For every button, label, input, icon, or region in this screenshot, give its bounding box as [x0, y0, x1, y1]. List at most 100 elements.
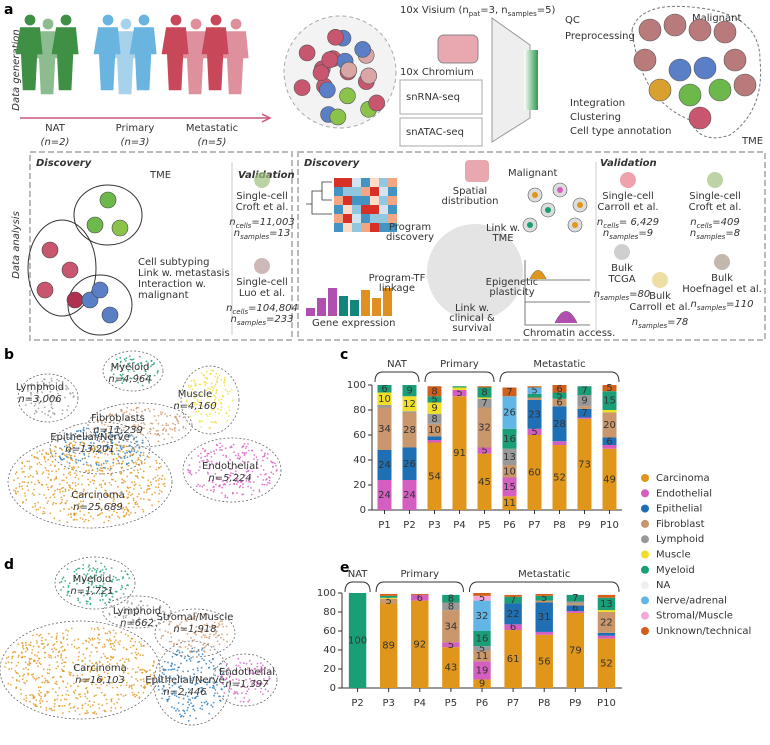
text-part: =5) — [537, 5, 556, 16]
umap-point — [134, 511, 137, 514]
umap-point — [208, 427, 211, 430]
umap-point — [93, 475, 96, 478]
umap-point — [272, 465, 274, 468]
umap-point — [107, 494, 110, 497]
umap-point — [71, 466, 73, 469]
umap-point — [135, 440, 138, 443]
umap-point — [57, 651, 60, 654]
umap-point — [235, 470, 237, 473]
umap-point — [107, 445, 110, 448]
umap-point — [82, 426, 85, 429]
bar-segment — [577, 395, 592, 407]
umap-point — [250, 663, 253, 666]
umap-point — [192, 676, 195, 679]
umap-point — [82, 428, 85, 431]
umap-point — [136, 450, 139, 453]
umap-point — [75, 568, 78, 571]
umap-point — [132, 453, 135, 455]
umap-point — [54, 400, 57, 403]
umap-point — [89, 669, 92, 672]
bar-value-label: 7 — [581, 386, 587, 397]
umap-point — [147, 366, 150, 369]
umap-point — [220, 402, 223, 405]
umap-point — [17, 490, 19, 493]
umap-point — [259, 671, 261, 674]
umap-point — [163, 438, 166, 441]
umap-point — [155, 460, 158, 462]
umap-point — [86, 427, 88, 430]
umap-point — [93, 664, 95, 667]
chromium-label: 10x Chromium — [400, 67, 474, 78]
umap-point — [128, 362, 131, 365]
umap-point — [201, 647, 204, 650]
umap-point — [18, 675, 21, 678]
umap-point — [41, 473, 44, 475]
umap-point — [33, 494, 35, 496]
umap-point — [168, 687, 171, 689]
umap-point — [133, 424, 136, 426]
umap-point — [180, 678, 183, 680]
umap-point — [38, 662, 41, 664]
umap-point — [139, 454, 141, 456]
umap-point — [27, 481, 30, 484]
umap-point — [22, 674, 24, 677]
umap-point — [189, 386, 192, 389]
umap-point — [51, 503, 54, 506]
umap-point — [136, 613, 139, 615]
sample-icon — [614, 244, 630, 260]
umap-point — [128, 444, 131, 447]
umap-point — [210, 421, 213, 423]
umap-point — [163, 660, 166, 663]
umap-point — [69, 513, 72, 515]
umap-point — [76, 492, 78, 495]
umap-point — [77, 664, 79, 666]
umap-point — [71, 492, 74, 495]
umap-point — [101, 663, 104, 666]
umap-point — [111, 595, 114, 598]
analysis-node: distribution — [442, 196, 499, 207]
umap-point — [205, 700, 208, 703]
umap-point — [242, 486, 244, 489]
umap-point — [90, 651, 93, 653]
bar-segment — [377, 405, 392, 408]
bar-segment — [552, 441, 567, 445]
umap-point — [153, 671, 155, 674]
umap-point — [133, 693, 136, 696]
umap-point — [37, 686, 40, 689]
cell — [648, 78, 672, 102]
umap-point — [217, 408, 220, 411]
umap-point — [251, 683, 253, 686]
cluster-outline — [154, 608, 236, 658]
umap-point — [188, 392, 190, 395]
umap-point — [211, 624, 214, 626]
umap-point — [31, 693, 33, 696]
umap-point — [101, 422, 103, 425]
legend-swatch — [641, 550, 649, 559]
umap-point — [36, 472, 39, 474]
umap-point — [238, 486, 241, 489]
umap-point — [154, 476, 157, 479]
umap-point — [153, 660, 155, 662]
umap-point — [198, 625, 201, 628]
umap-point — [98, 660, 101, 663]
umap-point — [149, 432, 152, 435]
umap-point — [38, 694, 41, 697]
validation-stat: nsamples=13 — [234, 228, 291, 241]
umap-point — [159, 606, 162, 609]
umap-point — [110, 369, 113, 372]
umap-point — [186, 647, 189, 650]
umap-point — [33, 455, 36, 458]
umap-point — [146, 432, 149, 435]
umap-point — [38, 396, 40, 399]
umap-point — [195, 717, 197, 720]
x-tick-label: P9 — [569, 698, 581, 709]
bar-value-label: 6 — [556, 384, 562, 395]
umap-point — [198, 469, 200, 472]
umap-point — [40, 663, 42, 666]
bar-value-label: 5 — [479, 593, 485, 604]
umap-point — [243, 461, 246, 464]
umap-point — [119, 373, 122, 376]
umap-point — [95, 661, 98, 664]
umap-point — [72, 706, 75, 709]
text-part: cells — [232, 308, 248, 316]
